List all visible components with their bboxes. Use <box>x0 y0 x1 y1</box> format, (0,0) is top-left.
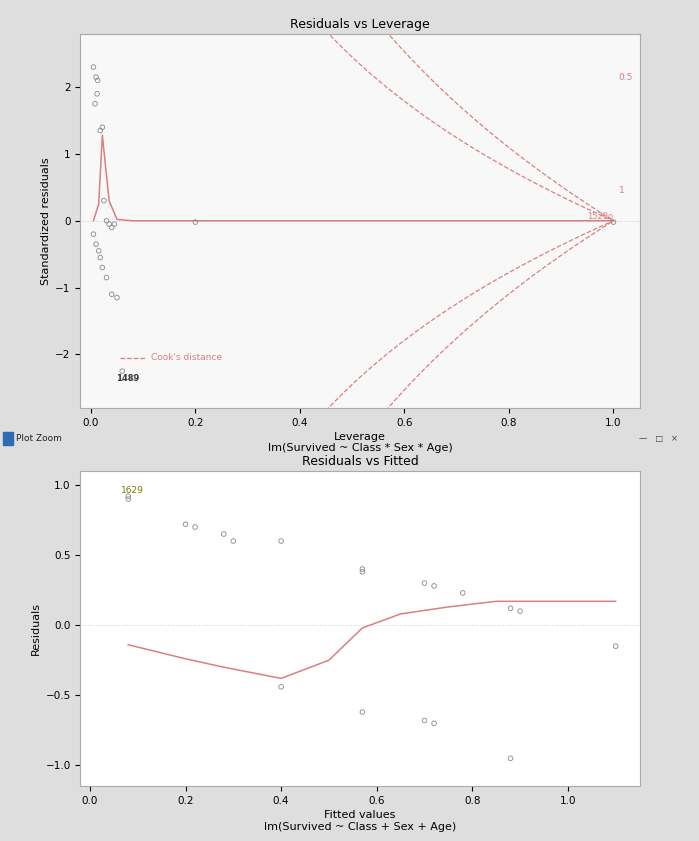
Point <box>428 579 440 593</box>
Text: 0.5: 0.5 <box>619 72 633 82</box>
Point <box>457 586 468 600</box>
Text: 1629: 1629 <box>121 486 144 495</box>
Point <box>96 120 108 134</box>
Point <box>356 565 368 579</box>
Point <box>109 217 120 230</box>
Point <box>89 97 101 110</box>
Point <box>419 714 430 727</box>
Point <box>99 194 110 208</box>
Point <box>90 71 101 84</box>
Point <box>189 521 201 534</box>
Point <box>505 752 516 765</box>
Y-axis label: Standardized residuals: Standardized residuals <box>41 157 51 284</box>
Point <box>419 576 430 590</box>
Point <box>189 215 201 229</box>
Y-axis label: Residuals: Residuals <box>31 602 41 655</box>
Point <box>356 563 368 576</box>
Point <box>88 61 99 74</box>
Point <box>514 605 526 618</box>
Point <box>228 534 239 547</box>
Point <box>275 680 287 694</box>
Point <box>218 527 229 541</box>
Point <box>106 288 117 301</box>
Point <box>117 364 128 378</box>
Text: 1520o: 1520o <box>587 212 614 220</box>
Point <box>275 534 287 547</box>
Point <box>94 124 106 137</box>
Point <box>610 639 621 653</box>
Point <box>356 706 368 719</box>
Bar <box>3 431 13 445</box>
Point <box>122 492 134 505</box>
Title: Residuals vs Fitted: Residuals vs Fitted <box>301 456 419 468</box>
Text: 1489: 1489 <box>116 374 139 383</box>
Point <box>180 517 191 531</box>
Point <box>122 489 134 503</box>
Title: Residuals vs Leverage: Residuals vs Leverage <box>290 19 430 31</box>
Point <box>101 271 112 284</box>
Point <box>428 717 440 730</box>
Point <box>93 244 104 257</box>
Point <box>96 261 108 274</box>
Point <box>94 251 106 264</box>
Point <box>106 220 117 234</box>
Text: —   □   ×: — □ × <box>639 434 678 442</box>
Point <box>111 291 122 304</box>
Point <box>608 215 619 229</box>
Text: 1: 1 <box>619 186 624 195</box>
Text: Cook's distance: Cook's distance <box>151 353 222 362</box>
Point <box>90 237 101 251</box>
Point <box>505 601 516 615</box>
Point <box>101 214 112 228</box>
Text: Plot Zoom: Plot Zoom <box>16 434 62 442</box>
Point <box>127 371 138 384</box>
X-axis label: Leverage
lm(Survived ~ Class * Sex * Age): Leverage lm(Survived ~ Class * Sex * Age… <box>268 431 452 453</box>
Point <box>92 87 103 101</box>
Point <box>103 217 115 230</box>
Point <box>92 74 103 87</box>
X-axis label: Fitted values
lm(Survived ~ Class + Sex + Age): Fitted values lm(Survived ~ Class + Sex … <box>264 810 456 832</box>
Point <box>88 227 99 241</box>
